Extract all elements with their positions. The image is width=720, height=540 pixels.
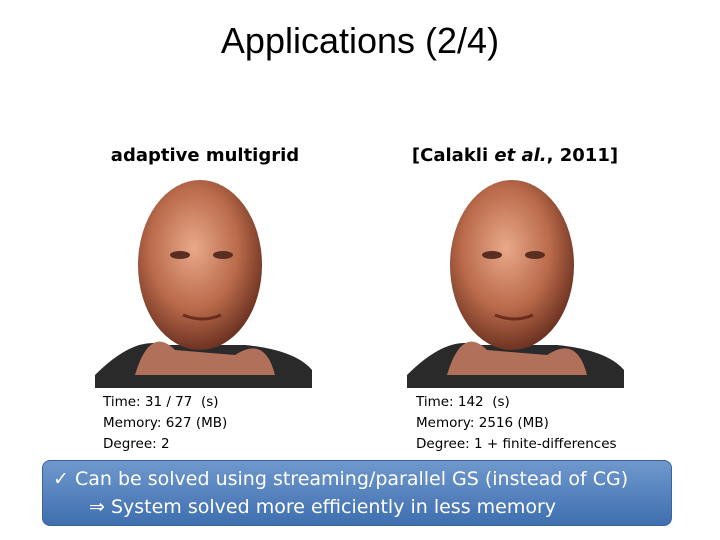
callout-line: ⇒ System solved more efficiently in less… [43,496,671,524]
callout-line: ✓ Can be solved using streaming/parallel… [43,468,671,496]
panel-stats: Time: 31 / 77 (s) Memory: 627 (MB) Degre… [103,392,227,455]
face-render [95,180,312,388]
callout-box: ✓ Can be solved using streaming/parallel… [42,460,672,526]
heading-text: [Calakli [411,145,495,166]
heading-text: et al. [494,145,547,166]
heading-text: , 2011] [546,145,619,166]
panel-heading: adaptive multigrid [55,145,355,166]
stat-line: Time: 31 / 77 (s) [103,394,219,410]
callout-text: System solved more efficiently in less m… [110,496,557,518]
callout-text: Can be solved using streaming/parallel G… [74,468,629,490]
stat-line: Memory: 627 (MB) [103,415,228,431]
bullet-marker: ⇒ [89,496,105,518]
slide-title: Applications (2/4) [220,20,500,61]
face-render [407,180,624,388]
bullet-marker: ✓ [53,468,69,490]
panel-heading: [Calakli et al., 2011] [365,145,665,166]
stat-line: Degree: 2 [103,436,170,452]
stat-line: Degree: 1 + finite-differences [416,436,617,452]
panel-stats: Time: 142 (s) Memory: 2516 (MB) Degree: … [416,392,617,455]
heading-text: adaptive multigrid [110,145,300,166]
stat-line: Memory: 2516 (MB) [416,415,549,431]
stat-line: Time: 142 (s) [416,394,510,410]
